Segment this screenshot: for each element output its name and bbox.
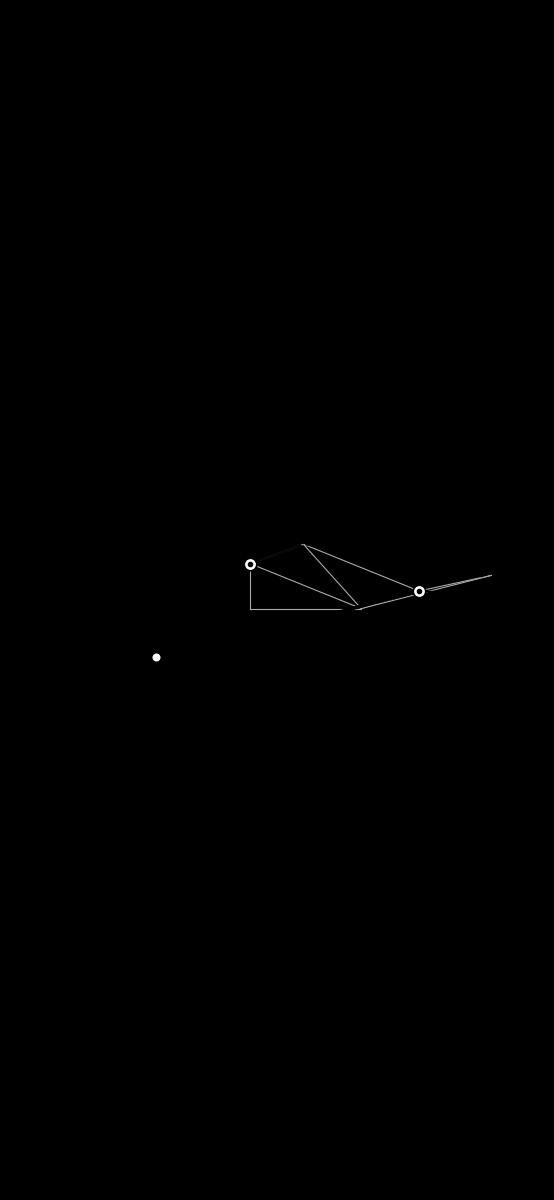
Text: 2m: 2m [445, 595, 465, 608]
Text: y: y [497, 571, 505, 584]
Text: A: A [211, 620, 219, 634]
Text: 6m: 6m [330, 612, 349, 625]
Text: −2m: −2m [265, 517, 294, 530]
Text: x: x [109, 607, 116, 619]
Text: z: z [301, 481, 307, 494]
Text: The tension of cable AC is 110 N. Determine the mass of the crate at point E.: The tension of cable AC is 110 N. Determ… [81, 408, 538, 421]
Text: 3m: 3m [196, 578, 214, 592]
Text: B: B [414, 570, 423, 583]
Text: E: E [245, 691, 253, 704]
Text: C: C [229, 542, 238, 556]
Text: −3m: −3m [366, 527, 395, 540]
Text: D: D [140, 647, 149, 660]
Text: g = 9.81 m / s²: g = 9.81 m / s² [81, 439, 170, 452]
